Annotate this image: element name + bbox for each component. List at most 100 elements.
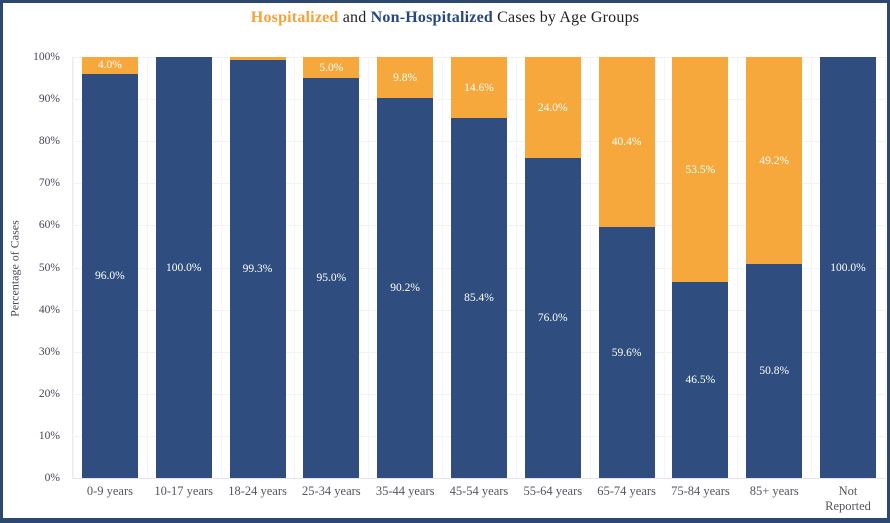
- bar-value-label: 49.2%: [759, 154, 790, 167]
- bar-value-label: 100.0%: [830, 261, 866, 274]
- vertical-gridline: [368, 57, 370, 478]
- plot-area: 4.0% 96.0% 0-9 years 100.0% 10-17 years 99.3%…: [72, 57, 886, 513]
- bar-segment-hospitalized: 40.4%: [598, 57, 655, 228]
- x-axis-tick-label: 85+ years: [749, 484, 799, 498]
- bar-stack: 99.3%: [229, 57, 286, 478]
- bar-column: 40.4% 59.6% 65-74 years: [590, 57, 663, 498]
- bar-segment-non-hospitalized: 90.2%: [377, 98, 434, 478]
- y-tick-label: 90%: [38, 93, 60, 106]
- x-axis-tick-label: 10-17 years: [154, 484, 214, 498]
- bar-stack: 4.0% 96.0%: [81, 57, 138, 478]
- vertical-gridline: [146, 57, 148, 478]
- vertical-gridline: [294, 57, 296, 478]
- x-axis-tick-label: 0-9 years: [86, 484, 133, 498]
- bar-segment-non-hospitalized: 96.0%: [81, 73, 138, 478]
- bar-value-label: 59.6%: [611, 346, 642, 359]
- bar-column: 14.6% 85.4% 45-54 years: [442, 57, 515, 498]
- y-tick-label: 30%: [38, 345, 60, 358]
- y-tick-label: 0%: [44, 472, 60, 484]
- bar-segment-non-hospitalized: 50.8%: [746, 264, 803, 478]
- vertical-gridline: [737, 57, 739, 478]
- y-tick-label: 10%: [38, 429, 60, 442]
- bar-column: 53.5% 46.5% 75-84 years: [664, 57, 737, 498]
- bar-segment-hospitalized: 24.0%: [524, 57, 581, 159]
- title-hospitalized: Hospitalized: [250, 9, 339, 26]
- bar-segment-non-hospitalized: 46.5%: [672, 282, 729, 478]
- bar-value-label: 85.4%: [464, 292, 494, 305]
- bar-segment-hospitalized: 4.0%: [81, 57, 138, 74]
- y-tick-label: 20%: [38, 387, 60, 400]
- vertical-gridline: [885, 57, 886, 478]
- bar-segment-hospitalized: 5.0%: [303, 57, 360, 79]
- y-tick-label: 40%: [38, 303, 60, 316]
- bar-value-label: 40.4%: [611, 136, 642, 149]
- bar-segment-hospitalized: [229, 57, 286, 60]
- y-tick-label: 50%: [38, 261, 60, 274]
- bar-value-label: 96.0%: [95, 269, 125, 282]
- bar-segment-non-hospitalized: 85.4%: [450, 118, 507, 478]
- y-tick-label: 70%: [38, 177, 60, 190]
- bar-column: 5.0% 95.0% 25-34 years: [295, 57, 368, 498]
- vertical-gridline: [442, 57, 444, 478]
- bar-value-label: 99.3%: [242, 262, 273, 275]
- bar-column: 24.0% 76.0% 55-64 years: [516, 57, 589, 498]
- vertical-gridline: [515, 57, 517, 478]
- x-axis-tick-label: 45-54 years: [449, 484, 509, 498]
- vertical-gridline: [589, 57, 591, 478]
- bar-stack: 40.4% 59.6%: [598, 57, 655, 478]
- bar-segment-hospitalized: 49.2%: [746, 57, 803, 265]
- bar-value-label: 24.0%: [537, 101, 568, 114]
- y-tick-label: 80%: [38, 135, 60, 148]
- x-axis-tick-label: 35-44 years: [375, 484, 435, 498]
- x-axis-tick-label: 65-74 years: [597, 484, 656, 498]
- bar-column: 100.0% Not Reported: [812, 57, 885, 513]
- vertical-gridline: [811, 57, 813, 478]
- title-rest: Cases by Age Groups: [492, 9, 640, 26]
- bar-segment-non-hospitalized: 76.0%: [524, 158, 581, 478]
- bar-segment-non-hospitalized: 100.0%: [820, 57, 877, 478]
- vertical-gridline: [220, 57, 222, 478]
- bar-value-label: 14.6%: [464, 81, 494, 94]
- bar-segment-non-hospitalized: 95.0%: [303, 78, 360, 478]
- bar-value-label: 5.0%: [319, 61, 344, 74]
- bar-segment-hospitalized: 9.8%: [377, 57, 434, 99]
- bar-stack: 49.2% 50.8%: [746, 57, 803, 478]
- bar-value-label: 53.5%: [685, 163, 716, 176]
- bar-stack: 9.8% 90.2%: [377, 57, 434, 478]
- bar-value-label: 76.0%: [537, 312, 568, 325]
- bar-stack: 100.0%: [820, 57, 877, 478]
- bar-stack: 53.5% 46.5%: [672, 57, 729, 478]
- x-axis-tick-label: 75-84 years: [671, 484, 730, 498]
- x-axis-tick-label: 18-24 years: [228, 484, 287, 498]
- vertical-gridline: [663, 57, 665, 478]
- bar-column: 99.3% 18-24 years: [221, 57, 294, 498]
- bar-stack: 24.0% 76.0%: [524, 57, 581, 478]
- bar-value-label: 100.0%: [165, 261, 202, 274]
- bar-column: 49.2% 50.8% 85+ years: [738, 57, 811, 498]
- bar-value-label: 95.0%: [316, 272, 347, 285]
- bar-segment-hospitalized: 53.5%: [672, 57, 729, 283]
- bar-segment-non-hospitalized: 99.3%: [229, 59, 286, 478]
- vertical-gridline: [73, 57, 74, 478]
- bar-segment-non-hospitalized: 100.0%: [155, 57, 212, 478]
- y-tick-label: 60%: [38, 219, 60, 232]
- bar-column: 4.0% 96.0% 0-9 years: [73, 57, 146, 498]
- bar-segment-hospitalized: 14.6%: [450, 57, 507, 119]
- bar-column: 100.0% 10-17 years: [147, 57, 220, 498]
- bar-segment-non-hospitalized: 59.6%: [598, 227, 655, 478]
- bar-value-label: 4.0%: [97, 59, 122, 72]
- x-axis-tick-label: Not Reported: [825, 484, 871, 513]
- bar-value-label: 46.5%: [685, 374, 716, 387]
- bar-value-label: 9.8%: [393, 71, 418, 84]
- title-and: and: [338, 9, 371, 26]
- chart-title: Hospitalized and Non-Hospitalized Cases …: [3, 9, 887, 27]
- title-non-hospitalized: Non-Hospitalized: [370, 9, 493, 26]
- bar-value-label: 50.8%: [759, 365, 790, 378]
- bar-stack: 5.0% 95.0%: [303, 57, 360, 478]
- x-axis-tick-label: 25-34 years: [302, 484, 361, 498]
- bar-stack: 14.6% 85.4%: [450, 57, 507, 478]
- bar-stack: 100.0%: [155, 57, 212, 478]
- bar-columns: 4.0% 96.0% 0-9 years 100.0% 10-17 years 99.3%…: [73, 57, 885, 513]
- x-axis-tick-label: 55-64 years: [523, 484, 583, 498]
